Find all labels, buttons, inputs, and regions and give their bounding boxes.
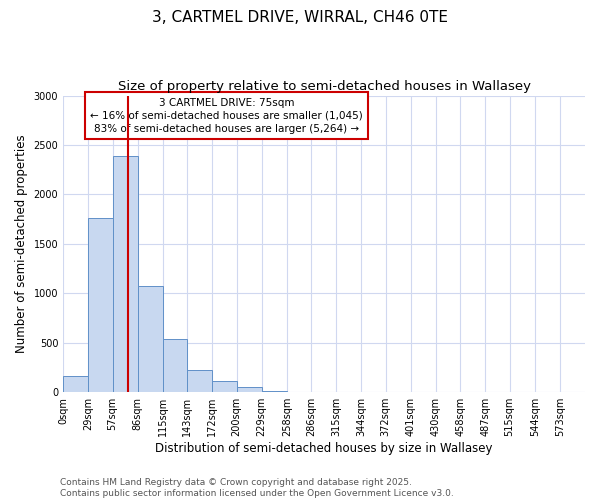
Bar — [187, 370, 212, 392]
Y-axis label: Number of semi-detached properties: Number of semi-detached properties — [15, 134, 28, 353]
Bar — [212, 382, 236, 392]
Bar — [262, 390, 287, 392]
Text: 3 CARTMEL DRIVE: 75sqm
← 16% of semi-detached houses are smaller (1,045)
83% of : 3 CARTMEL DRIVE: 75sqm ← 16% of semi-det… — [90, 98, 363, 134]
Bar — [163, 340, 187, 392]
Bar — [113, 156, 138, 392]
Title: Size of property relative to semi-detached houses in Wallasey: Size of property relative to semi-detach… — [118, 80, 530, 93]
Bar — [236, 387, 262, 392]
Text: Contains HM Land Registry data © Crown copyright and database right 2025.
Contai: Contains HM Land Registry data © Crown c… — [60, 478, 454, 498]
Bar — [88, 218, 113, 392]
Text: 3, CARTMEL DRIVE, WIRRAL, CH46 0TE: 3, CARTMEL DRIVE, WIRRAL, CH46 0TE — [152, 10, 448, 25]
X-axis label: Distribution of semi-detached houses by size in Wallasey: Distribution of semi-detached houses by … — [155, 442, 493, 455]
Bar — [63, 376, 88, 392]
Bar — [138, 286, 163, 392]
